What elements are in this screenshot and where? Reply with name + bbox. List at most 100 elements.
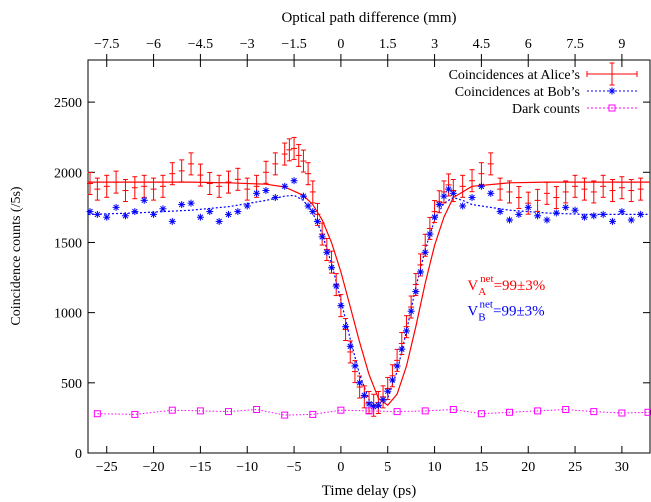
top-tick-label: 0 — [337, 37, 344, 52]
square-mark — [449, 405, 457, 413]
asterisk-stroke — [572, 207, 578, 213]
data-point — [197, 163, 204, 187]
x-tick-label: −5 — [287, 460, 302, 475]
data-point — [515, 186, 522, 210]
data-point — [318, 233, 326, 241]
asterisk-stroke — [103, 214, 110, 221]
asterisk-stroke — [609, 218, 616, 225]
data-point — [342, 323, 350, 331]
square-mark — [590, 408, 598, 416]
data-point — [459, 202, 467, 210]
data-point — [487, 152, 494, 176]
asterisk-stroke — [352, 363, 358, 369]
asterisk-stroke — [619, 208, 625, 215]
asterisk-stroke — [544, 217, 550, 223]
data-point — [295, 143, 302, 167]
data-point — [187, 199, 195, 207]
data-point — [365, 407, 373, 415]
data-point — [384, 387, 392, 395]
asterisk-stroke — [431, 214, 438, 221]
data-point — [159, 205, 167, 213]
data-point — [445, 185, 453, 193]
asterisk-stroke — [281, 183, 288, 190]
asterisk-stroke — [525, 204, 532, 211]
asterisk-stroke — [235, 208, 241, 215]
data-point — [140, 196, 148, 204]
data-point — [281, 142, 288, 166]
data-point — [497, 177, 504, 201]
data-point — [314, 202, 321, 226]
asterisk-stroke — [338, 302, 344, 309]
data-point — [393, 362, 401, 370]
data-point — [300, 149, 307, 173]
data-point — [196, 407, 204, 415]
asterisk-stroke — [459, 203, 466, 209]
data-point — [469, 169, 476, 193]
square-mark — [168, 406, 176, 414]
data-point — [426, 230, 434, 238]
asterisk-stroke — [87, 208, 93, 215]
y-axis-label: Coincidence counts (/5s) — [9, 186, 24, 326]
square-mark — [131, 410, 139, 418]
asterisk-stroke — [441, 193, 447, 199]
data-point — [581, 177, 588, 201]
asterisk-stroke — [178, 201, 185, 208]
asterisk-stroke — [445, 186, 452, 192]
data-point — [477, 410, 485, 418]
data-point — [121, 212, 129, 220]
square-mark — [281, 411, 289, 419]
asterisk-stroke — [342, 323, 349, 330]
data-point — [168, 406, 176, 414]
asterisk-stroke — [347, 343, 354, 350]
data-point — [215, 217, 223, 225]
data-point — [196, 213, 204, 221]
top-tick-label: −3 — [240, 37, 255, 52]
data-point — [159, 174, 166, 198]
data-point — [309, 180, 316, 204]
data-point — [477, 182, 485, 190]
data-point — [580, 213, 588, 221]
asterisk-stroke — [122, 212, 129, 219]
data-point — [449, 405, 457, 413]
data-point — [599, 210, 607, 218]
asterisk-stroke — [628, 217, 635, 223]
x-tick-label: 10 — [428, 460, 442, 475]
data-point — [365, 400, 373, 408]
asterisk-stroke — [581, 214, 588, 221]
asterisk-stroke — [497, 208, 503, 215]
asterisk-stroke — [94, 211, 101, 218]
square-mark — [225, 408, 232, 416]
asterisk-stroke — [413, 288, 419, 295]
data-point — [644, 408, 651, 416]
asterisk-stroke — [394, 363, 400, 369]
legend-label-dark: Dark counts — [512, 102, 580, 117]
data-point — [169, 162, 176, 186]
asterisk-stroke — [113, 204, 119, 211]
fit-curves — [87, 181, 650, 409]
data-point — [553, 186, 560, 210]
top-tick-label: 3 — [431, 37, 438, 52]
square-mark — [506, 408, 513, 416]
asterisk-stroke — [487, 190, 494, 197]
data-point — [271, 194, 279, 202]
legend-samples — [586, 62, 638, 112]
data-point — [309, 208, 317, 216]
axes: −25 −20 −15 −10 −5 0 5 10 15 20 25 30−7.5 −6 −4.5 −3 −1… — [54, 37, 650, 475]
data-point — [244, 177, 251, 201]
asterisk-stroke — [197, 214, 204, 221]
fit-curve — [87, 194, 650, 409]
legend-marker — [609, 62, 615, 86]
data-point — [93, 210, 101, 218]
data-point — [299, 192, 307, 200]
data-point — [618, 409, 626, 417]
visibility-annotation: VBnet=99±3% — [467, 298, 544, 323]
data-point — [178, 201, 186, 209]
asterisk-stroke — [333, 283, 340, 289]
asterisk-stroke — [305, 203, 311, 209]
asterisk-stroke — [600, 211, 606, 218]
data-point — [417, 268, 425, 276]
asterisk-stroke — [366, 401, 372, 407]
x-tick-label: −10 — [236, 460, 258, 475]
data-point — [87, 172, 93, 196]
square-mark — [644, 408, 651, 416]
